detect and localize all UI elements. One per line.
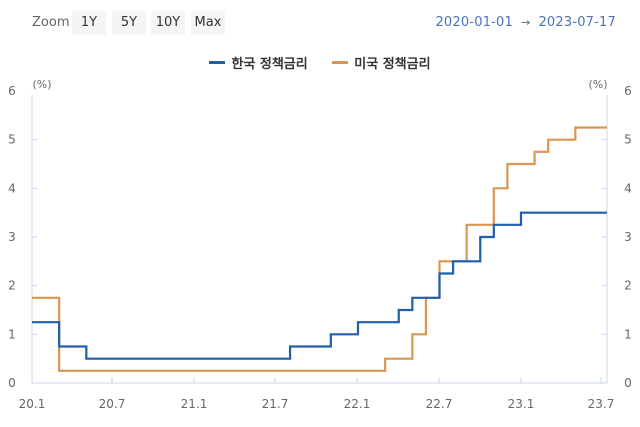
x-tick-label: 21.1	[181, 397, 208, 411]
x-tick-label: 21.7	[262, 397, 289, 411]
y-tick-label-left: 0	[8, 376, 16, 390]
zoom-5y-button[interactable]: 5Y	[112, 11, 146, 35]
range-to-input[interactable]: 2023-07-17	[538, 15, 616, 30]
range-arrow-icon: →	[521, 16, 531, 29]
x-tick-label: 23.1	[508, 397, 535, 411]
chart-axes: 0 0 1 1 2 2 3 3 4 4 5 5 6 6 (%) (%) 20.1 20.7 21.1 21.7 22.1…	[8, 78, 632, 411]
y-tick-label-right: 0	[624, 376, 632, 390]
legend-swatch-korea-icon	[209, 61, 226, 64]
y-tick-label-right: 3	[624, 230, 632, 244]
legend-item-korea[interactable]: 한국 정책금리	[209, 53, 308, 72]
y-tick-label-left: 5	[8, 133, 16, 147]
zoom-label: Zoom	[32, 15, 70, 30]
y-tick-label-left: 4	[8, 181, 16, 195]
x-tick-label: 20.7	[99, 397, 126, 411]
y-tick-label-left: 1	[8, 327, 16, 341]
series-line-korea	[32, 211, 607, 360]
y-tick-label-right: 5	[624, 133, 632, 147]
y-tick-label-right: 1	[624, 327, 632, 341]
y-unit-right: (%)	[588, 78, 607, 91]
y-tick-label-right: 4	[624, 181, 632, 195]
zoom-10y-button[interactable]: 10Y	[151, 11, 185, 35]
y-tick-label-right: 6	[624, 84, 632, 98]
y-tick-label-right: 2	[624, 279, 632, 293]
y-unit-left: (%)	[32, 78, 51, 91]
series-line-us	[32, 126, 607, 372]
zoom-max-button[interactable]: Max	[191, 11, 225, 35]
chart-legend: 한국 정책금리 미국 정책금리	[0, 53, 640, 72]
y-tick-label-left: 6	[8, 84, 16, 98]
x-tick-label: 23.7	[588, 397, 615, 411]
y-tick-label-left: 2	[8, 279, 16, 293]
chart-series	[32, 126, 607, 372]
x-tick-label: 20.1	[19, 397, 46, 411]
legend-label-us: 미국 정책금리	[354, 57, 431, 72]
legend-item-us[interactable]: 미국 정책금리	[332, 53, 431, 72]
x-tick-label: 22.1	[344, 397, 371, 411]
legend-swatch-us-icon	[332, 61, 349, 64]
x-tick-label: 22.7	[426, 397, 453, 411]
legend-label-korea: 한국 정책금리	[231, 57, 308, 72]
range-toolbar: Zoom 1Y 5Y 10Y Max 2020-01-01 → 2023-07-17	[0, 11, 640, 35]
zoom-1y-button[interactable]: 1Y	[72, 11, 106, 35]
date-range: 2020-01-01 → 2023-07-17	[435, 15, 616, 30]
range-from-input[interactable]: 2020-01-01	[435, 15, 514, 30]
y-tick-label-left: 3	[8, 230, 16, 244]
